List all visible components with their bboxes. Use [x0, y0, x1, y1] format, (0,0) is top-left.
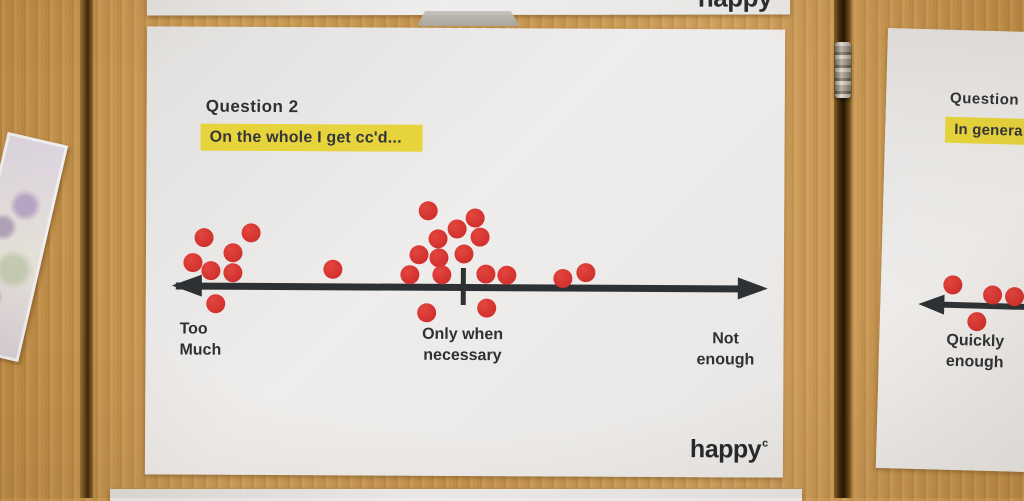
happy-logo: happyc — [689, 435, 768, 464]
question-title: Question 2 — [205, 96, 299, 117]
vote-dot — [409, 245, 429, 265]
vote-dot — [553, 268, 573, 289]
vote-dot — [967, 311, 987, 332]
vote-dot — [201, 261, 221, 281]
vote-dot — [465, 208, 485, 228]
vote-dot — [223, 243, 243, 263]
scale-label-left: Quickly enough — [945, 331, 1005, 372]
vote-dot — [1004, 286, 1024, 307]
happy-logo-clipped: happy — [698, 0, 772, 14]
vote-dot — [943, 275, 963, 295]
photo-image — [0, 135, 65, 359]
right-arrowhead-icon — [737, 277, 768, 300]
vote-dot — [454, 244, 474, 264]
tape — [418, 11, 518, 26]
door-panel-seam — [80, 0, 93, 498]
vote-dot — [223, 263, 243, 283]
vote-dot — [470, 227, 490, 247]
vote-dot — [432, 265, 452, 285]
vote-dot — [194, 228, 214, 248]
vote-dot — [447, 219, 467, 239]
vote-dot — [497, 265, 517, 285]
bottom-poster — [110, 489, 802, 501]
question-title: Question — [949, 89, 1020, 109]
vote-dot — [417, 303, 437, 323]
vote-dot — [476, 264, 496, 284]
vote-dot — [982, 285, 1003, 305]
pinned-photo — [0, 131, 69, 363]
question-prompt-highlight: On the whole I get cc'd... — [200, 123, 423, 152]
vote-dot — [576, 263, 596, 283]
main-poster: Question 2 On the whole I get cc'd... To… — [144, 26, 786, 478]
left-arrowhead-icon — [918, 293, 945, 315]
door-gap — [834, 0, 852, 498]
vote-dot — [323, 259, 343, 279]
happy-logo-mark: c — [762, 437, 768, 450]
left-arrowhead-icon — [171, 274, 202, 297]
right-poster: Question In genera Quickly enough — [875, 28, 1024, 475]
center-tick — [460, 267, 466, 306]
main-dot-layer — [147, 26, 785, 323]
right-dot-layer — [888, 28, 1024, 332]
scale-label-right: Not enough — [696, 330, 755, 369]
scale-label-center: Only when necessary — [422, 325, 504, 365]
vote-dot — [429, 248, 449, 268]
vote-dot — [400, 265, 420, 285]
vote-dot — [418, 201, 438, 221]
vote-dot — [183, 253, 203, 273]
vote-dot — [428, 229, 448, 249]
vote-dot — [477, 298, 497, 318]
door-hinge — [835, 42, 851, 98]
scale-label-left: Too Much — [179, 320, 222, 359]
vote-dot — [206, 294, 226, 314]
question-prompt-highlight: In genera — [944, 116, 1024, 148]
vote-dot — [241, 223, 261, 243]
